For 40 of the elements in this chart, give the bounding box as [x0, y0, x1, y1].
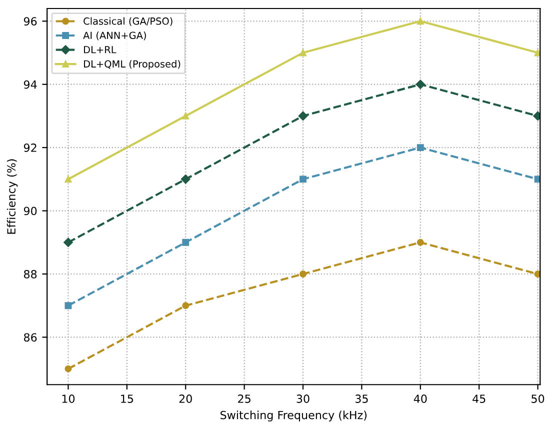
x-tick-label: 35 [355, 394, 368, 403]
point [182, 302, 190, 310]
point [534, 49, 540, 56]
x-tick-label: 45 [472, 394, 486, 403]
y-tick-label: 90 [24, 206, 37, 216]
x-tick-label: 20 [179, 394, 192, 403]
point [416, 144, 424, 152]
x-tick-label: 50 [532, 394, 544, 403]
legend-label: DL+QML (Proposed) [84, 60, 180, 70]
point [64, 365, 72, 372]
point [64, 302, 72, 310]
x-tick-label: 40 [414, 394, 427, 403]
point [182, 238, 190, 246]
point [300, 270, 306, 278]
legend-label: Classical (GA/PSO) [84, 17, 172, 26]
y-tick-label: 86 [24, 333, 37, 342]
x-tick-label: 10 [62, 394, 75, 403]
point [416, 80, 426, 89]
point [300, 176, 306, 183]
point [182, 112, 190, 120]
y-tick-label: 96 [24, 17, 37, 26]
y-axis-title: Efficiency (%) [6, 159, 18, 234]
legend-label: DL+RL [84, 46, 116, 54]
x-tick-label: 30 [296, 394, 310, 403]
point [534, 176, 540, 183]
y-tick-label: 88 [24, 270, 37, 278]
x-tick-label: 25 [238, 394, 250, 403]
x-axis-title: Switching Frequency (kHz) [220, 410, 366, 422]
point [298, 111, 308, 121]
point [180, 174, 190, 184]
x-tick-label: 15 [121, 394, 134, 403]
point [534, 270, 540, 278]
point [416, 18, 424, 25]
y-tick-label: 94 [24, 80, 37, 89]
y-tick-label: 92 [24, 144, 36, 152]
point [64, 238, 73, 248]
point [300, 49, 306, 56]
point [416, 238, 424, 246]
point [64, 176, 72, 183]
legend-label: AI (ANN+GA) [83, 32, 146, 40]
